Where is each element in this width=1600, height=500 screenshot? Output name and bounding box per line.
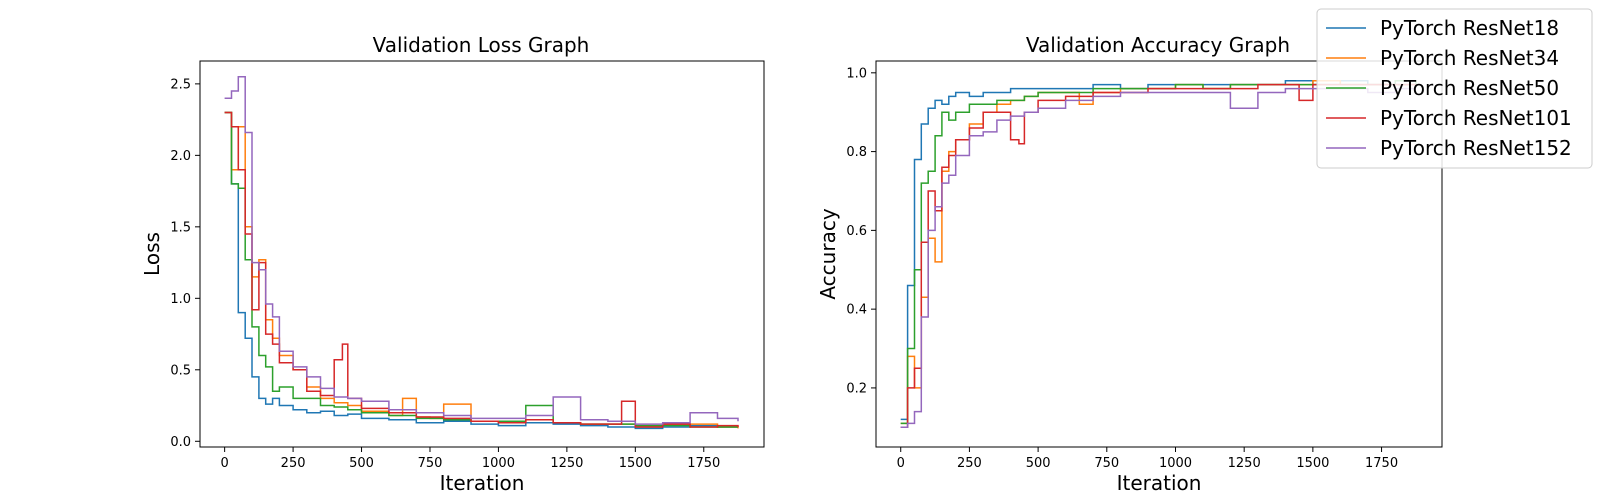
accuracy-x-tick-label: 0 (897, 456, 905, 471)
loss-y-tick-label: 1.5 (170, 220, 191, 235)
loss-x-tick-label: 1250 (550, 456, 583, 471)
accuracy-y-ticks: 0.2 0.4 0.6 0.8 1.0 (846, 66, 876, 396)
loss-x-tick-label: 1750 (687, 456, 720, 471)
accuracy-x-axis-label: Iteration (1117, 471, 1202, 495)
accuracy-x-tick-label: 500 (1026, 456, 1051, 471)
accuracy-y-tick-label: 0.2 (846, 381, 867, 396)
accuracy-y-tick-label: 0.4 (846, 303, 867, 318)
loss-series-pytorch-resnet18 (224, 111, 738, 430)
loss-plot-frame (199, 60, 765, 448)
loss-x-axis-label: Iteration (440, 471, 525, 495)
loss-chart: Validation Loss Graph 0 250 500 750 1000 1250… (140, 33, 765, 495)
accuracy-series-pytorch-resnet101 (900, 83, 1416, 429)
legend-label-resnet50: PyTorch ResNet50 (1380, 76, 1559, 100)
loss-chart-title: Validation Loss Graph (373, 33, 590, 57)
loss-x-tick-label: 1000 (482, 456, 515, 471)
loss-y-axis-label: Loss (140, 232, 164, 276)
legend: PyTorch ResNet18 PyTorch ResNet34 PyTorc… (1316, 8, 1593, 169)
loss-series-layer (224, 75, 739, 430)
loss-series-pytorch-resnet101 (224, 111, 739, 428)
loss-x-ticks: 0 250 500 750 1000 1250 1500 1750 (221, 447, 720, 471)
accuracy-x-tick-label: 1000 (1159, 456, 1192, 471)
loss-x-tick-label: 0 (221, 456, 229, 471)
accuracy-x-ticks: 0 250 500 750 1000 1250 1500 1750 (897, 447, 1398, 471)
accuracy-x-tick-label: 1750 (1365, 456, 1398, 471)
accuracy-x-tick-label: 1250 (1228, 456, 1261, 471)
loss-x-tick-label: 500 (349, 456, 374, 471)
accuracy-series-pytorch-resnet152 (900, 87, 1416, 429)
accuracy-x-tick-label: 250 (957, 456, 982, 471)
accuracy-chart-title: Validation Accuracy Graph (1026, 33, 1290, 57)
accuracy-y-axis-label: Accuracy (816, 208, 840, 299)
legend-label-resnet101: PyTorch ResNet101 (1380, 106, 1572, 130)
accuracy-x-tick-label: 750 (1094, 456, 1119, 471)
loss-x-tick-label: 1500 (619, 456, 652, 471)
accuracy-series-layer (900, 79, 1417, 429)
legend-label-resnet34: PyTorch ResNet34 (1380, 46, 1559, 70)
loss-y-ticks: 0.0 0.5 1.0 1.5 2.0 2.5 (170, 77, 200, 450)
loss-y-tick-label: 2.5 (170, 77, 191, 92)
accuracy-series-pytorch-resnet18 (900, 79, 1416, 421)
accuracy-plot-frame-outline (875, 60, 1443, 448)
loss-y-tick-label: 1.0 (170, 292, 191, 307)
loss-series-pytorch-resnet152 (224, 75, 739, 425)
accuracy-x-tick-label: 1500 (1296, 456, 1329, 471)
accuracy-y-tick-label: 0.6 (846, 224, 867, 239)
legend-box (1316, 8, 1593, 169)
loss-plot-frame-outline (199, 60, 765, 448)
loss-y-tick-label: 2.0 (170, 149, 191, 164)
legend-label-resnet18: PyTorch ResNet18 (1380, 16, 1559, 40)
legend-label-resnet152: PyTorch ResNet152 (1380, 136, 1572, 160)
loss-y-tick-label: 0.5 (170, 363, 191, 378)
loss-x-tick-label: 250 (281, 456, 306, 471)
loss-x-tick-label: 750 (418, 456, 443, 471)
loss-y-tick-label: 0.0 (170, 435, 191, 450)
accuracy-y-tick-label: 1.0 (846, 66, 867, 81)
accuracy-y-tick-label: 0.8 (846, 145, 867, 160)
